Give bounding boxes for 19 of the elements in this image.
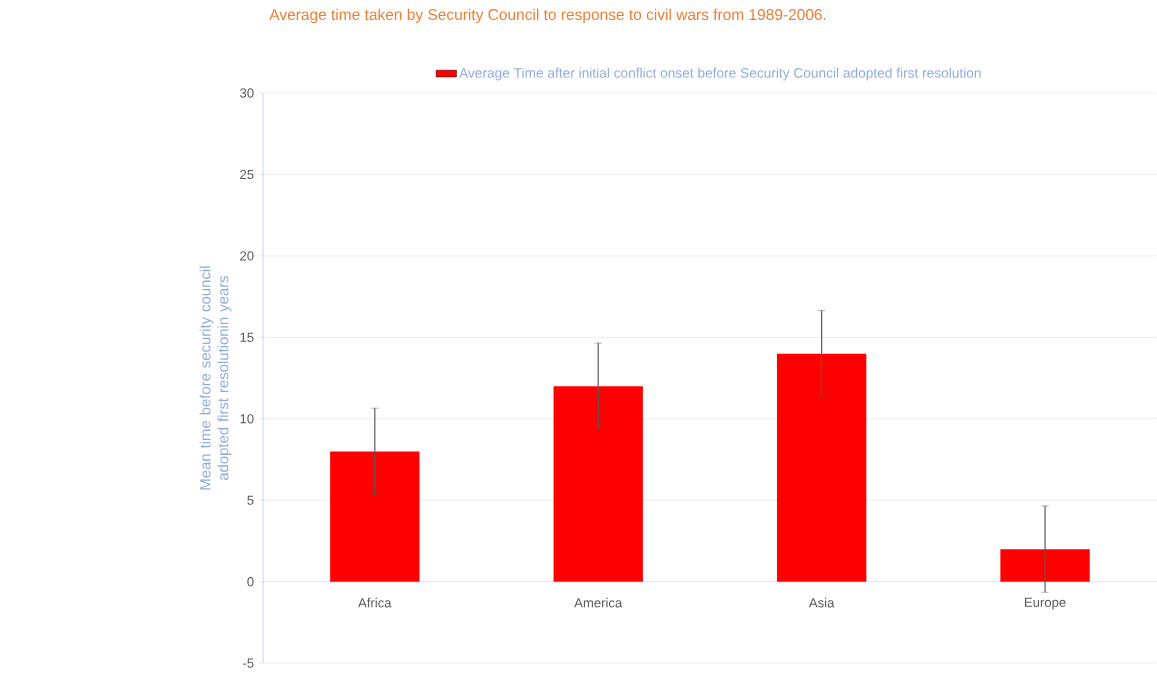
y-axis-title: Mean time before security council adopted first resolutionin years [199,266,232,490]
bar [330,451,420,582]
chart-title: Average time taken by Security Council to response to civil wars from 1989-2006. [269,8,826,24]
y-tick-label: 20 [240,251,254,261]
y-tick-label: 10 [240,414,254,424]
x-tick-label: America [574,597,623,608]
bar [776,353,867,582]
y-tick-label: 25 [240,169,254,180]
bar [553,386,643,582]
y-tick-label: 0 [247,577,254,587]
y-tick-label: 5 [247,495,254,505]
x-tick-label: Asia [808,597,835,608]
bar [1000,549,1090,582]
y-tick-label: 15 [240,332,254,342]
x-tick-label: Africa [358,597,392,608]
x-tick-label: Europe [1025,597,1066,610]
legend-label: Average Time after initial conflict onset before Security Council adopted first resolution [459,67,981,81]
y-tick-label: 30 [240,88,254,98]
y-tick-label: -5 [243,658,254,668]
